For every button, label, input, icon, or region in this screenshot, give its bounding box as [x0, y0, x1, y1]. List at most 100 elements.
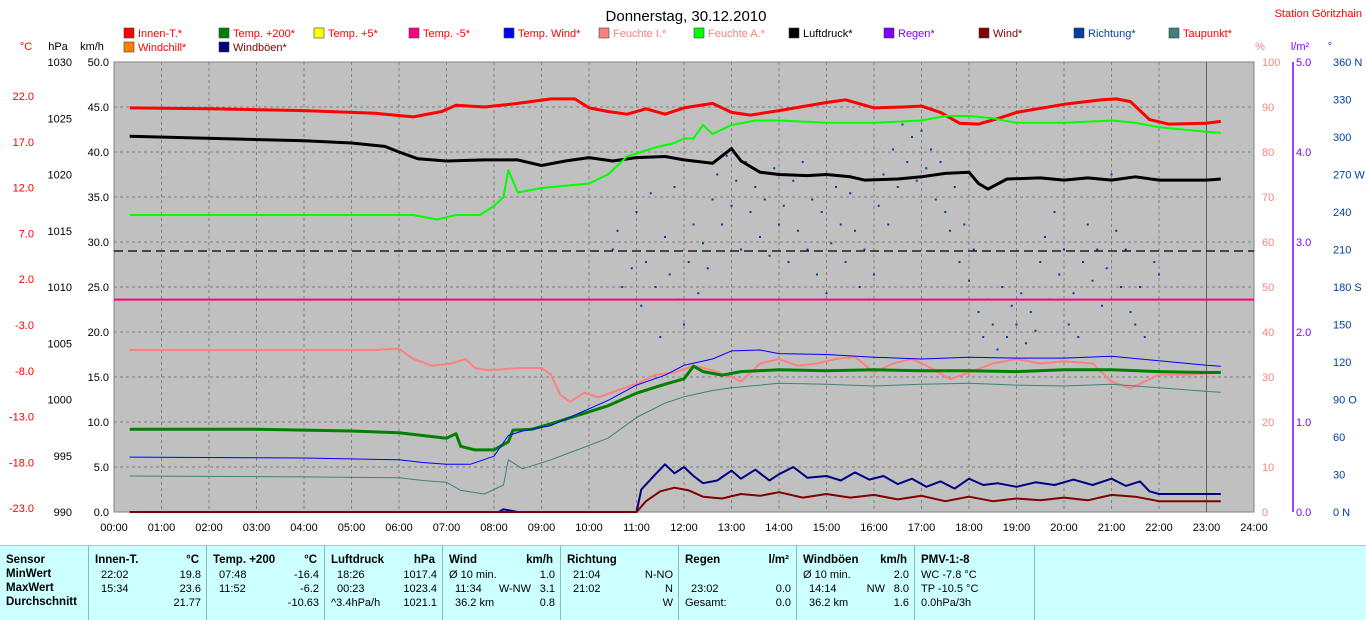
- richtung-point: [668, 273, 671, 276]
- stats-richtung-max-value: N: [665, 583, 673, 595]
- richtung-point: [911, 136, 913, 138]
- kmh-tick-label: 10.0: [88, 417, 109, 429]
- richtung-point: [778, 223, 780, 226]
- pct-tick-label: 60: [1262, 237, 1274, 249]
- richtung-point: [816, 273, 818, 276]
- richtung-point: [740, 248, 742, 251]
- legend-label-luftdruck: Luftdruck*: [803, 28, 853, 40]
- stats-luftdruck-min-time: 18:26: [337, 569, 365, 581]
- stats-pmv-taupunkt: TP -10.5 °C: [921, 583, 979, 595]
- stats-wind-distance: 36.2 km: [455, 597, 495, 609]
- richtung-point: [1139, 286, 1141, 288]
- legend-swatch-feuchte-a: [693, 27, 705, 39]
- richtung-point: [977, 311, 980, 313]
- richtung-point: [1091, 279, 1094, 282]
- stats-boeen-min-value: 2.0: [893, 569, 909, 581]
- rain-axis-unit: l/m²: [1291, 41, 1310, 53]
- richtung-point: [716, 173, 719, 176]
- station-name: Station Göritzhain: [1275, 8, 1362, 20]
- richtung-point: [773, 167, 776, 170]
- richtung-point: [958, 261, 961, 263]
- richtung-point: [782, 204, 785, 207]
- series-line-taupunkt: [129, 382, 1221, 495]
- legend-swatch-richtung: [1073, 27, 1085, 39]
- legend-swatch-windböen: [218, 41, 230, 53]
- series-line-wind: [129, 486, 1221, 513]
- kmh-tick-label: 15.0: [88, 372, 109, 384]
- hpa-tick-label: 1020: [48, 170, 72, 182]
- pct-tick-label: 10: [1262, 462, 1274, 474]
- richtung-point: [721, 223, 723, 226]
- richtung-point: [920, 129, 923, 132]
- hpa-axis-unit: hPa: [48, 41, 68, 53]
- richtung-point: [972, 248, 975, 251]
- richtung-point: [1105, 267, 1108, 270]
- series-line-windböen: [129, 463, 1221, 513]
- stats-panel: Sensor MinWert MaxWert Durchschnitt Inne…: [0, 545, 1366, 620]
- richtung-point: [749, 211, 752, 213]
- richtung-point: [730, 204, 733, 207]
- richtung-point: [1115, 229, 1118, 232]
- legend-label-taupunkt: Taupunkt*: [1183, 28, 1233, 40]
- temp-tick-label: -8.0: [15, 366, 34, 378]
- stats-wind-unit: km/h: [526, 554, 553, 566]
- richtung-point: [1110, 173, 1113, 176]
- richtung-point: [801, 161, 804, 163]
- deg-tick-label: 90 O: [1333, 395, 1357, 407]
- stats-innen-max-time: 15:34: [101, 583, 129, 595]
- temp-tick-label: 12.0: [13, 183, 34, 195]
- richtung-point: [659, 336, 662, 338]
- legend-swatch-innen-t: [123, 27, 135, 39]
- richtung-point: [892, 148, 894, 151]
- richtung-point: [654, 286, 657, 288]
- stats-richtung-avg-value: W: [662, 597, 673, 609]
- temp-axis-unit: °C: [20, 41, 32, 53]
- richtung-point: [925, 167, 928, 170]
- weather-chart: Donnerstag, 30.12.2010 Station Göritzhai…: [9, 8, 1365, 534]
- richtung-point: [1124, 248, 1127, 251]
- time-tick-label: 13:00: [718, 522, 746, 534]
- temp-tick-label: -23.0: [9, 503, 34, 515]
- richtung-point: [854, 229, 856, 232]
- hpa-tick-label: 990: [54, 507, 72, 519]
- richtung-point: [616, 229, 619, 232]
- richtung-point: [830, 242, 833, 245]
- stats-regen-unit: l/m²: [768, 554, 789, 566]
- rain-tick-label: 2.0: [1296, 327, 1311, 339]
- richtung-point: [1158, 273, 1160, 276]
- richtung-point: [621, 286, 624, 288]
- richtung-point: [673, 186, 676, 188]
- time-tick-label: 11:00: [623, 522, 650, 534]
- legend-label-windböen: Windböen*: [233, 42, 288, 54]
- richtung-point: [835, 186, 837, 188]
- legend-swatch-luftdruck: [788, 27, 800, 39]
- deg-tick-label: 210: [1333, 245, 1351, 257]
- legend: Innen-T.* Temp. +200* Temp. +5* Temp. -5* Te…: [123, 27, 1233, 54]
- kmh-axis-unit: km/h: [80, 41, 104, 53]
- richtung-point: [725, 154, 728, 157]
- legend-label-regen: Regen*: [898, 28, 935, 40]
- richtung-point: [1153, 261, 1156, 263]
- richtung-point: [887, 223, 890, 226]
- richtung-point: [735, 179, 738, 182]
- richtung-point: [844, 261, 847, 263]
- stats-luftdruck-max-value: 1023.4: [403, 583, 437, 595]
- time-tick-label: 22:00: [1145, 522, 1173, 534]
- legend-swatch-windchill: [123, 41, 135, 53]
- pct-tick-label: 30: [1262, 372, 1274, 384]
- pct-tick-label: 0: [1262, 507, 1268, 519]
- stats-luftdruck-trend: ^3.4hPa/h: [331, 597, 381, 609]
- kmh-tick-label: 25.0: [88, 282, 109, 294]
- richtung-point: [744, 161, 747, 163]
- richtung-point: [806, 248, 809, 251]
- richtung-point: [863, 248, 866, 251]
- time-tick-label: 10:00: [575, 522, 603, 534]
- deg-tick-label: 150: [1333, 320, 1351, 332]
- richtung-point: [896, 186, 899, 188]
- stats-boeen-unit: km/h: [880, 554, 907, 566]
- pct-tick-label: 80: [1262, 147, 1274, 159]
- richtung-point: [797, 229, 799, 232]
- richtung-point: [944, 211, 947, 213]
- legend-swatch-wind: [978, 27, 990, 39]
- richtung-point: [1063, 248, 1065, 251]
